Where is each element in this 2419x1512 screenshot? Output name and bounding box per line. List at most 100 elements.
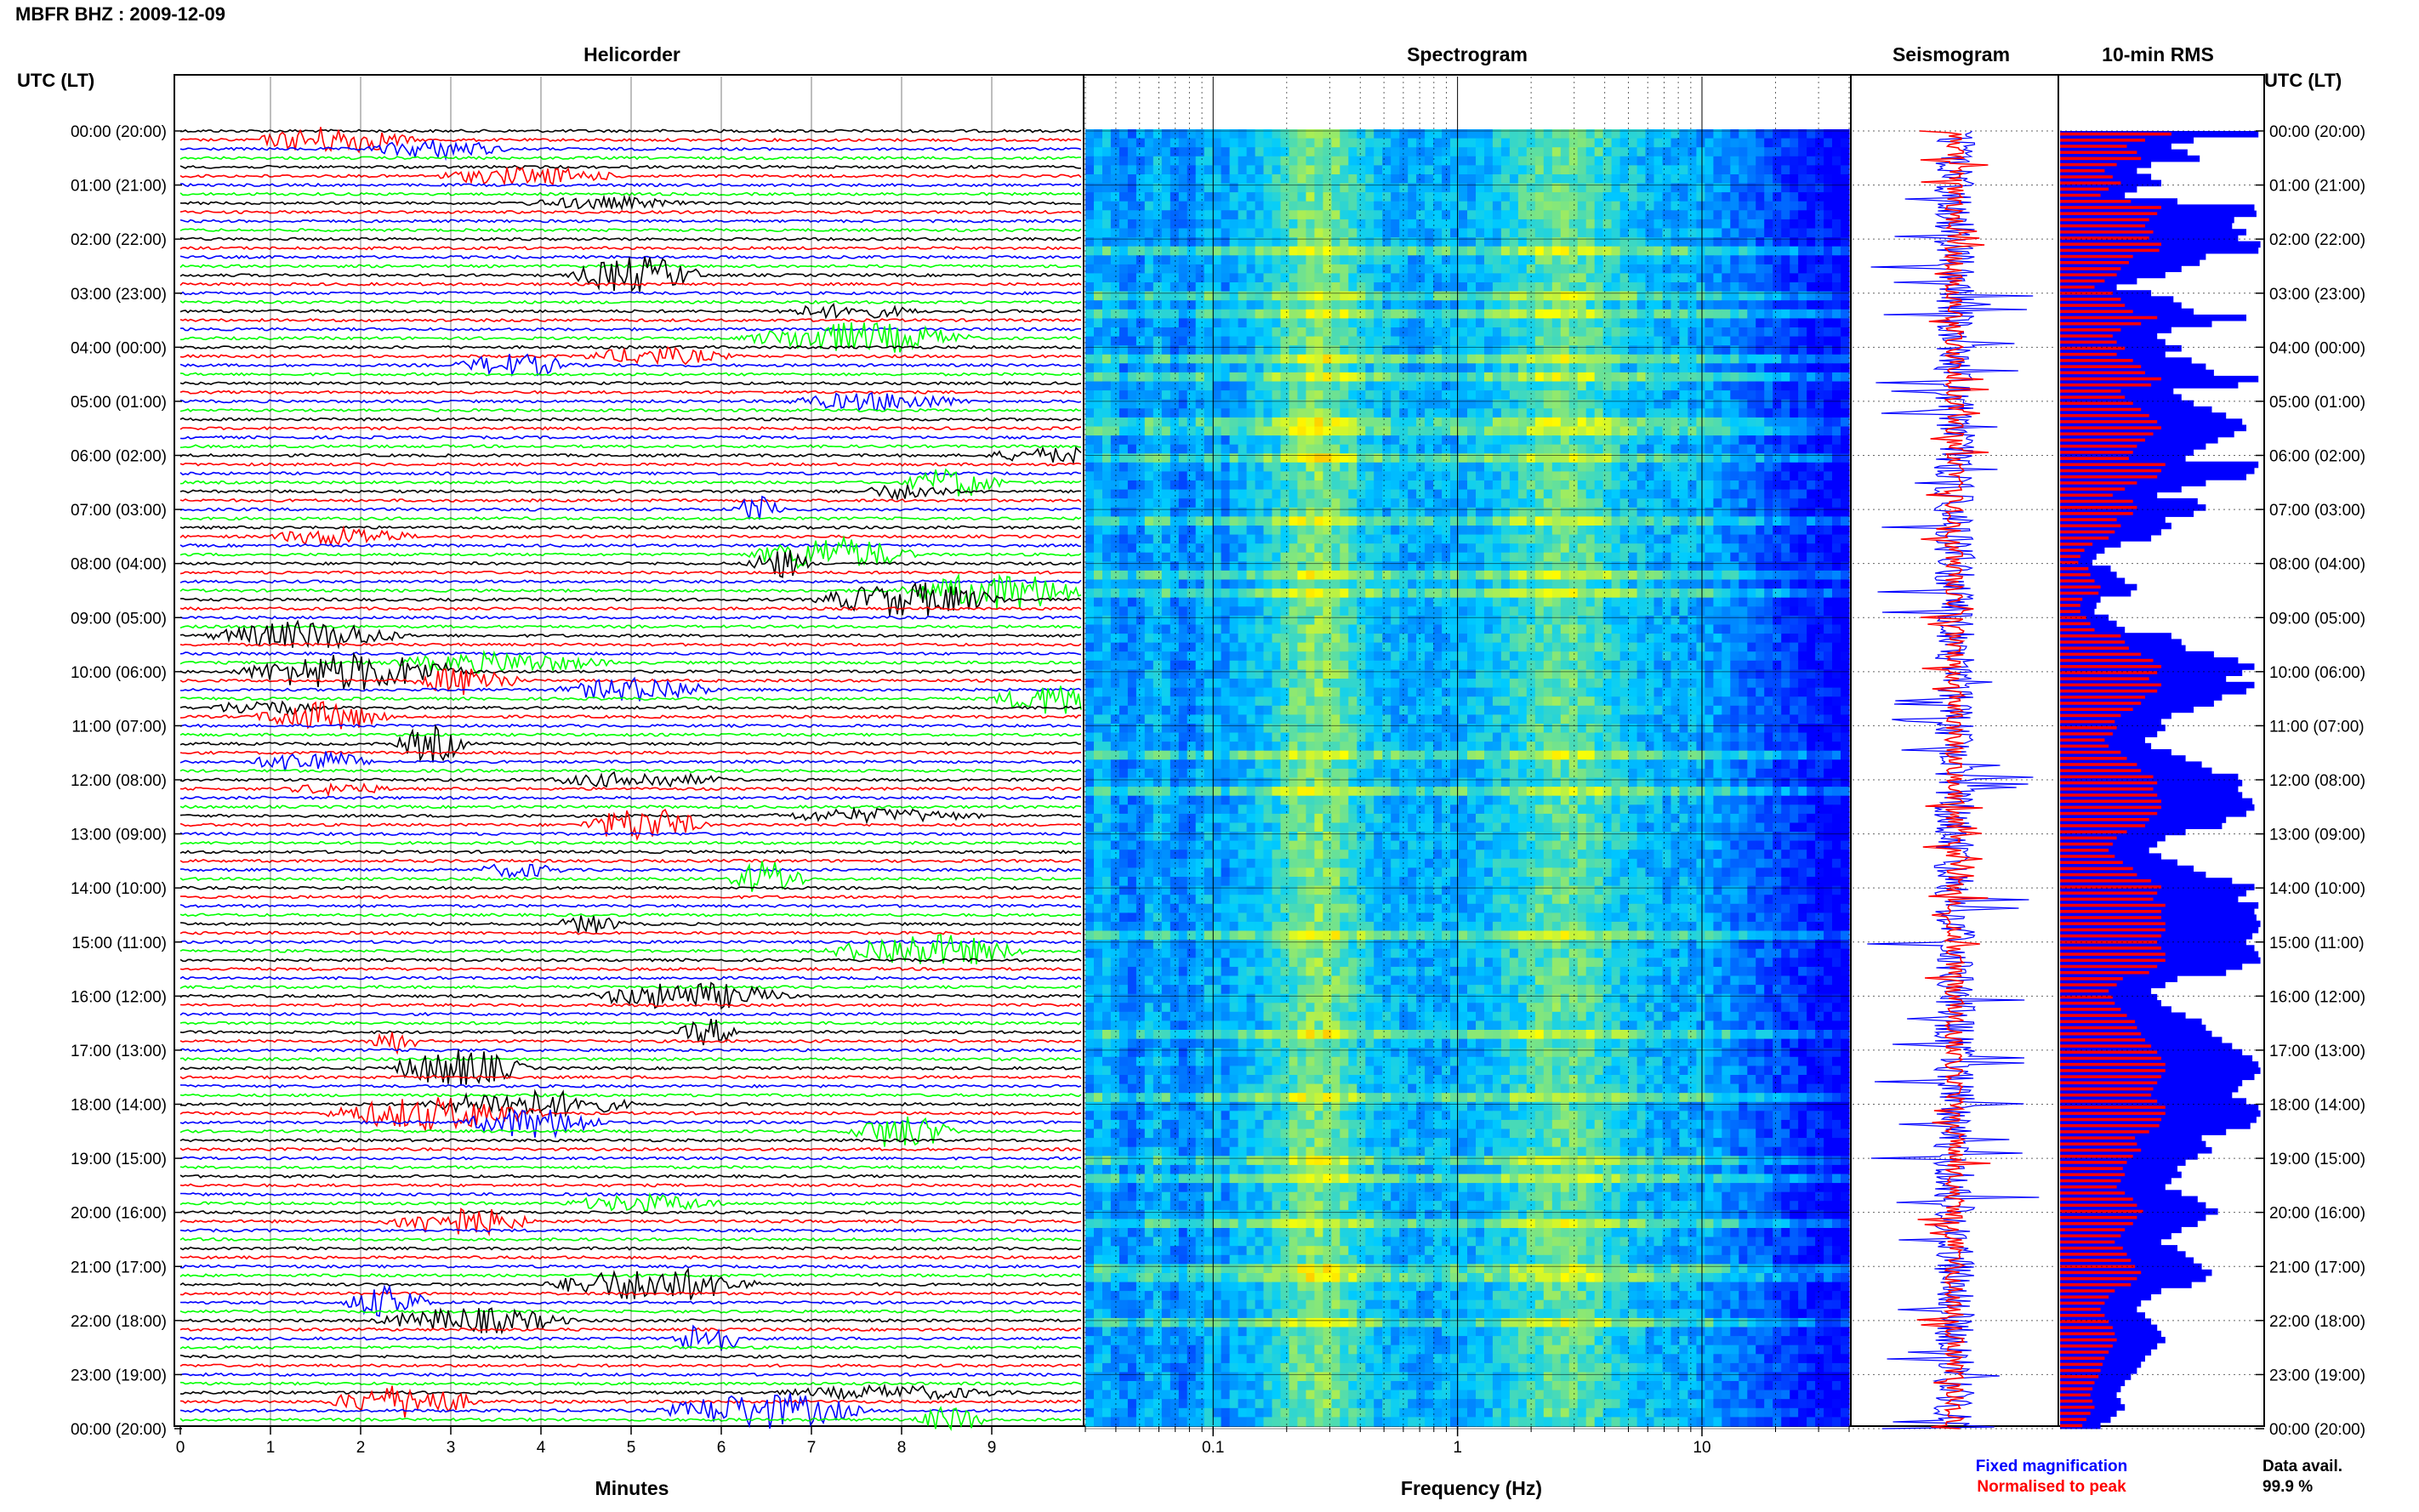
spectrogram-cell <box>1653 327 1664 338</box>
spectrogram-cell <box>1798 237 1807 247</box>
spectrogram-cell <box>1094 300 1103 310</box>
spectrogram-cell <box>1408 327 1417 338</box>
spectrogram-cell <box>1357 291 1366 301</box>
spectrogram-cell <box>1662 237 1672 247</box>
spectrogram-cell <box>1824 345 1833 355</box>
spectrogram-cell <box>1340 201 1349 211</box>
spectrogram-cell <box>1832 381 1841 391</box>
spectrogram-cell <box>1094 606 1103 617</box>
spectrogram-cell <box>1144 237 1154 247</box>
spectrogram-cell <box>1568 498 1579 509</box>
spectrogram-cell <box>1433 480 1443 491</box>
spectrogram-cell <box>1246 552 1256 562</box>
spectrogram-cell <box>1781 147 1790 157</box>
spectrogram-cell <box>1696 147 1705 157</box>
spectrogram-cell <box>1272 165 1282 175</box>
spectrogram-cell <box>1764 561 1773 571</box>
spectrogram-cell <box>1671 381 1681 391</box>
spectrogram-cell <box>1764 399 1773 409</box>
spectrogram-cell <box>1425 498 1434 509</box>
spectrogram-cell <box>1153 291 1163 301</box>
spectrogram-cell <box>1204 255 1214 265</box>
spectrogram-cell <box>1433 408 1443 418</box>
spectrogram-cell <box>1323 219 1332 230</box>
spectrogram-cell <box>1348 192 1357 202</box>
spectrogram-cell <box>1170 543 1180 554</box>
spectrogram-cell <box>1492 390 1502 401</box>
spectrogram-cell <box>1442 561 1451 571</box>
spectrogram-cell <box>1391 570 1400 581</box>
spectrogram-cell <box>1645 570 1655 581</box>
spectrogram-cell <box>1730 210 1739 220</box>
spectrogram-cell <box>1484 354 1494 364</box>
spectrogram-cell <box>1526 255 1536 265</box>
spectrogram-cell <box>1594 417 1604 428</box>
spectrogram-cell <box>1391 462 1400 472</box>
spectrogram-cell <box>1653 516 1664 526</box>
spectrogram-cell <box>1484 345 1494 355</box>
spectrogram-cell <box>1229 390 1239 401</box>
spectrogram-cell <box>1509 381 1519 391</box>
spectrogram-cell <box>1594 489 1604 499</box>
spectrogram-cell <box>1747 363 1756 373</box>
spectrogram-cell <box>1577 417 1587 428</box>
spectrogram-cell <box>1773 516 1782 526</box>
spectrogram-cell <box>1653 462 1664 472</box>
spectrogram-cell <box>1653 534 1664 544</box>
spectrogram-cell <box>1204 390 1214 401</box>
spectrogram-cell <box>1594 480 1604 491</box>
spectrogram-cell <box>1790 192 1799 202</box>
spectrogram-cell <box>1238 237 1248 247</box>
spectrogram-cell <box>1824 138 1833 148</box>
spectrogram-cell <box>1713 201 1722 211</box>
spectrogram-cell <box>1781 526 1790 536</box>
spectrogram-cell <box>1365 579 1375 589</box>
spectrogram-cell <box>1636 526 1647 536</box>
spectrogram-cell <box>1408 417 1417 428</box>
spectrogram-cell <box>1773 201 1782 211</box>
spectrogram-cell <box>1653 363 1664 373</box>
spectrogram-cell <box>1551 246 1562 256</box>
spectrogram-cell <box>1127 588 1137 599</box>
spectrogram-cell <box>1517 210 1528 220</box>
spectrogram-cell <box>1560 156 1570 166</box>
spectrogram-cell <box>1297 336 1306 346</box>
spectrogram-cell <box>1357 597 1366 607</box>
spectrogram-cell <box>1263 597 1273 607</box>
spectrogram-cell <box>1425 480 1434 491</box>
spectrogram-cell <box>1517 534 1528 544</box>
spectrogram-cell <box>1085 291 1095 301</box>
spectrogram-cell <box>1102 462 1112 472</box>
spectrogram-cell <box>1747 273 1756 283</box>
spectrogram-cell <box>1713 561 1722 571</box>
spectrogram-cell <box>1781 264 1790 275</box>
spectrogram-cell <box>1094 354 1103 364</box>
spectrogram-cell <box>1323 579 1332 589</box>
spectrogram-cell <box>1619 489 1630 499</box>
spectrogram-cell <box>1500 309 1511 319</box>
spectrogram-cell <box>1204 399 1214 409</box>
spectrogram-cell <box>1815 282 1824 293</box>
spectrogram-cell <box>1144 318 1154 328</box>
spectrogram-cell <box>1272 480 1282 491</box>
spectrogram-cell <box>1229 561 1239 571</box>
spectrogram-cell <box>1425 318 1434 328</box>
spectrogram-cell <box>1568 597 1579 607</box>
spectrogram-cell <box>1679 309 1688 319</box>
spectrogram-cell <box>1705 435 1714 446</box>
spectrogram-cell <box>1534 526 1545 536</box>
spectrogram-cell <box>1357 588 1366 599</box>
spectrogram-cell <box>1136 318 1146 328</box>
spectrogram-cell <box>1832 156 1841 166</box>
spectrogram-cell <box>1306 399 1315 409</box>
spectrogram-cell <box>1619 526 1630 536</box>
spectrogram-cell <box>1365 489 1375 499</box>
spectrogram-cell <box>1517 516 1528 526</box>
spectrogram-cell <box>1636 453 1647 463</box>
spectrogram-cell <box>1272 489 1282 499</box>
spectrogram-cell <box>1628 282 1638 293</box>
spectrogram-cell <box>1585 579 1596 589</box>
spectrogram-cell <box>1653 570 1664 581</box>
spectrogram-cell <box>1238 246 1248 256</box>
spectrogram-cell <box>1442 309 1451 319</box>
